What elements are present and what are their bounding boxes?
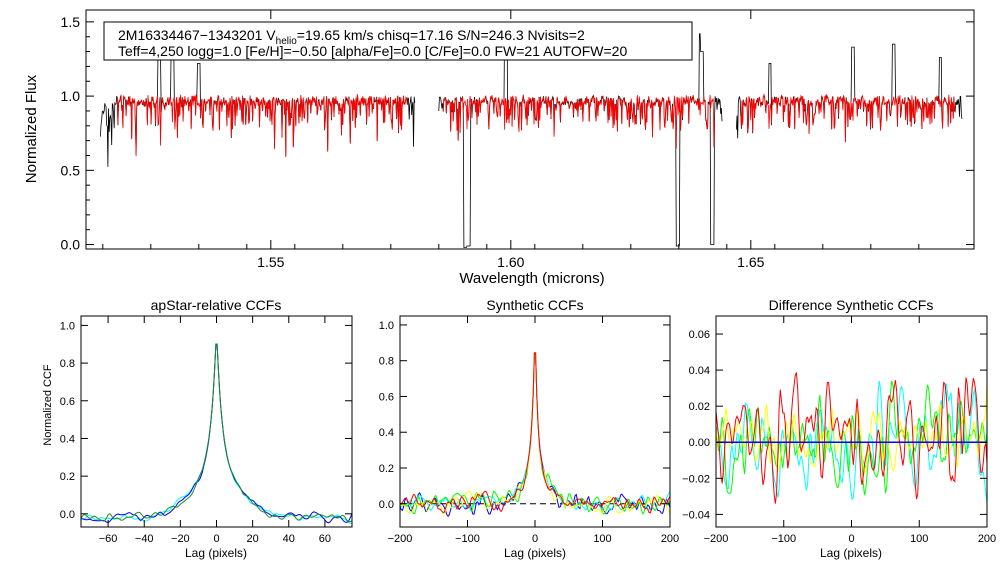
ytick-label: 0.2 [60, 471, 75, 483]
info-box-frame [103, 21, 693, 61]
difference-ccf-lines [715, 372, 988, 504]
ytick-label: 0.8 [379, 356, 394, 368]
xtick-label: 200 [661, 533, 679, 545]
spectrum-ytick-label: 1.5 [61, 14, 81, 30]
spectrum-lines [100, 24, 963, 248]
xtick-label: 200 [978, 533, 996, 545]
ccf-yellow-line [399, 352, 671, 515]
ytick-label: 0.4 [60, 433, 75, 445]
diff-red-line [715, 372, 988, 504]
ytick-label: 0.8 [60, 358, 75, 370]
xtick-label: −200 [388, 533, 413, 545]
xtick-label: 0 [532, 533, 538, 545]
difference-xlabel: Lag (pixels) [820, 546, 882, 560]
apstar-ticks: 0.0 0.2 0.4 0.6 0.8 1.0 −60 −40 −20 0 20 40 60 [60, 316, 352, 545]
ytick-label: 0.02 [689, 401, 710, 413]
ytick-label: 0.2 [379, 463, 394, 475]
spectrum-xtick-label: 1.60 [497, 254, 524, 270]
ytick-label: −0.02 [682, 473, 710, 485]
synthetic-ccf-lines [399, 352, 671, 518]
ccf-green-line [399, 352, 671, 515]
spectrum-xtick-label: 1.65 [737, 254, 764, 270]
xtick-label: 100 [593, 533, 611, 545]
xtick-label: 0 [213, 533, 219, 545]
apstar-title: apStar-relative CCFs [151, 297, 282, 313]
ccf-red-line [399, 352, 671, 514]
spectrum-panel: 0.0 0.5 1.0 1.5 1.55 1.60 1.65 2M16334467−1343… [23, 9, 975, 287]
ytick-label: 1.0 [60, 320, 75, 332]
spectrum-frame [85, 9, 975, 250]
apstar-ccf-lines [80, 343, 353, 524]
synthetic-xlabel: Lag (pixels) [504, 546, 566, 560]
xtick-label: 0 [848, 533, 854, 545]
difference-title: Difference Synthetic CCFs [769, 297, 934, 313]
xtick-label: 60 [319, 533, 331, 545]
ccf-a-line [80, 343, 353, 524]
xtick-label: −100 [455, 533, 480, 545]
spectrum-xtick-label: 1.55 [257, 254, 284, 270]
spectrum-info-box: 2M16334467−1343201 Vhelio=19.65 km/s chi… [103, 21, 693, 61]
xtick-label: −60 [99, 533, 118, 545]
spectrum-ytick-label: 0.0 [61, 237, 81, 253]
xtick-label: −40 [135, 533, 154, 545]
xtick-label: −20 [171, 533, 190, 545]
info-line-2: Teff=4,250 logg=1.0 [Fe/H]=−0.50 [alpha/… [118, 43, 627, 59]
synthetic-ticks: 0.0 0.2 0.4 0.6 0.8 1.0 −200 −100 0 100 200 [379, 316, 679, 545]
ytick-label: 0.6 [60, 396, 75, 408]
spectrum-ytick-label: 0.5 [61, 162, 81, 178]
ccf-cyan-line [399, 352, 671, 512]
ytick-label: −0.04 [682, 509, 710, 521]
model-spectrum-line [442, 94, 715, 149]
apstar-xlabel: Lag (pixels) [185, 546, 247, 560]
ytick-label: 0.4 [379, 427, 394, 439]
ccf-c-line [80, 343, 353, 523]
xtick-label: 100 [910, 533, 928, 545]
ytick-label: 1.0 [379, 320, 394, 332]
xtick-label: 20 [247, 533, 259, 545]
model-spectrum-line [740, 93, 955, 143]
spectrum-ylabel: Normalized Flux [23, 74, 40, 183]
model-spectrum-line [116, 94, 408, 157]
spectrum-ticks: 0.0 0.5 1.0 1.5 1.55 1.60 1.65 [61, 10, 974, 270]
ccf-b-line [81, 343, 353, 524]
ytick-label: 0.04 [689, 365, 710, 377]
xtick-label: −100 [771, 533, 796, 545]
spectrum-xlabel: Wavelength (microns) [459, 270, 604, 287]
panel-synthetic-ccfs: 0.0 0.2 0.4 0.6 0.8 1.0 −200 −100 0 100 200 Synthe… [379, 297, 679, 560]
panel-apstar-ccfs: 0.0 0.2 0.4 0.6 0.8 1.0 −60 −40 −20 0 20 40 60 apSta… [42, 297, 353, 560]
difference-ticks: −0.04 −0.02 0.00 0.02 0.04 0.06 −200 −100 0 100 20… [682, 316, 996, 545]
panel-difference-ccfs: −0.04 −0.02 0.00 0.02 0.04 0.06 −200 −100 0 100 20… [682, 297, 996, 560]
ytick-label: 0.0 [60, 509, 75, 521]
synthetic-title: Synthetic CCFs [486, 297, 583, 313]
ccf-blue-line [399, 352, 671, 518]
apstar-ylabel: Normalized CCF [42, 364, 54, 446]
ytick-label: 0.6 [379, 391, 394, 403]
apstar-frame [80, 315, 353, 528]
observed-spectrum-line [736, 43, 963, 142]
spectrum-ytick-label: 1.0 [61, 88, 81, 104]
ytick-label: 0.00 [689, 437, 710, 449]
xtick-label: −200 [704, 533, 729, 545]
info-line-1: 2M16334467−1343201 Vhelio=19.65 km/s chi… [118, 27, 585, 47]
xtick-label: 40 [283, 533, 295, 545]
ytick-label: 0.06 [689, 329, 710, 341]
synthetic-frame [399, 315, 671, 528]
ytick-label: 0.0 [379, 499, 394, 511]
